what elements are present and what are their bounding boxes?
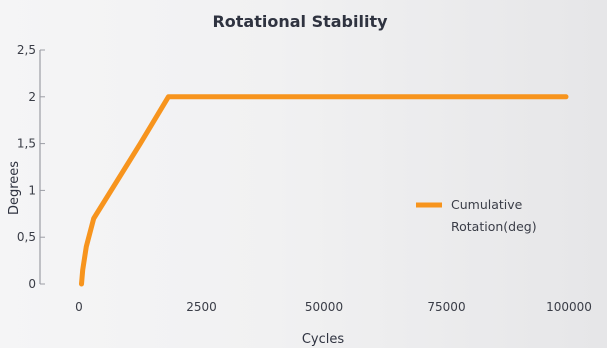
x-tick-label: 0 [75,300,83,314]
x-tick-label: 2500 [186,300,217,314]
x-tick-label: 50000 [305,300,343,314]
y-tick-label: 2 [28,90,36,104]
legend-label-line-2: Rotation(deg) [451,219,537,234]
x-tick-label: 75000 [427,300,465,314]
y-tick-label: 0 [28,277,36,291]
chart-title: Rotational Stability [212,12,388,31]
y-axis-label: Degrees [7,161,22,215]
x-tick-label: 100000 [546,300,592,314]
legend-label-line-1: Cumulative [451,197,523,212]
y-tick-label: 0,5 [17,230,36,244]
x-axis: 0 2500 50000 75000 100000 [75,300,592,314]
series-line-0 [79,94,569,287]
y-tick-label: 1 [28,183,36,197]
legend: Cumulative Rotation(deg) [416,197,537,234]
y-tick-label: 2,5 [17,43,36,57]
y-tick-label: 1,5 [17,137,36,151]
y-axis: 0 0,5 1 1,5 2 2,5 [17,43,45,291]
x-axis-label: Cycles [302,332,345,347]
series-layer [79,94,569,287]
